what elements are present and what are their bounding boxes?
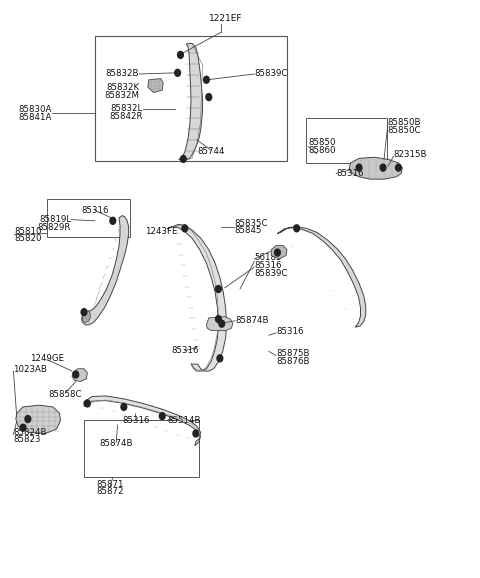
- Text: 1221EF: 1221EF: [209, 14, 242, 23]
- Circle shape: [275, 249, 280, 256]
- Text: 85820: 85820: [14, 234, 42, 243]
- Circle shape: [217, 355, 223, 362]
- Text: 85823: 85823: [13, 435, 41, 444]
- Text: 85316: 85316: [254, 261, 282, 271]
- Polygon shape: [84, 396, 201, 446]
- Text: 85514B: 85514B: [167, 416, 201, 425]
- Polygon shape: [179, 43, 203, 160]
- Text: 85316: 85316: [122, 416, 150, 425]
- Circle shape: [204, 76, 209, 83]
- Circle shape: [356, 164, 362, 171]
- Polygon shape: [349, 157, 402, 179]
- Text: 85316: 85316: [81, 206, 109, 215]
- Text: 85850C: 85850C: [388, 126, 421, 135]
- Circle shape: [396, 164, 401, 171]
- Circle shape: [193, 430, 199, 437]
- Text: 85874B: 85874B: [235, 316, 269, 325]
- Text: 85850B: 85850B: [388, 118, 421, 127]
- Text: 85832M: 85832M: [104, 91, 139, 100]
- Text: 85842R: 85842R: [109, 112, 143, 121]
- Circle shape: [175, 69, 180, 76]
- Text: 85850: 85850: [308, 138, 336, 147]
- Circle shape: [84, 400, 90, 407]
- Text: 85824B: 85824B: [13, 428, 47, 437]
- Circle shape: [216, 316, 221, 323]
- Bar: [306, 118, 387, 163]
- Bar: [47, 199, 130, 237]
- Text: 85316: 85316: [171, 346, 199, 355]
- Text: 85744: 85744: [197, 147, 225, 156]
- Polygon shape: [206, 317, 233, 331]
- Text: 85810: 85810: [14, 227, 42, 236]
- Polygon shape: [83, 311, 90, 323]
- Circle shape: [20, 424, 26, 431]
- Polygon shape: [277, 227, 366, 327]
- Text: 85874B: 85874B: [99, 439, 133, 449]
- Text: 56183: 56183: [254, 253, 282, 262]
- Circle shape: [73, 371, 79, 378]
- Text: 85872: 85872: [96, 487, 124, 497]
- Text: 85829R: 85829R: [37, 223, 71, 232]
- Text: 85841A: 85841A: [18, 113, 52, 122]
- Text: 85876B: 85876B: [276, 357, 310, 366]
- Text: 85316: 85316: [276, 327, 303, 336]
- Text: 85830A: 85830A: [18, 105, 52, 114]
- Bar: [84, 420, 199, 477]
- Text: 85316: 85316: [336, 169, 363, 178]
- Circle shape: [216, 286, 221, 292]
- Text: 85858C: 85858C: [48, 390, 82, 399]
- Circle shape: [294, 225, 300, 232]
- Text: 1243FE: 1243FE: [144, 227, 177, 236]
- Circle shape: [206, 94, 212, 101]
- Text: 1249GE: 1249GE: [30, 354, 64, 363]
- Text: 85839C: 85839C: [254, 269, 288, 278]
- Polygon shape: [167, 224, 227, 371]
- Text: 85875B: 85875B: [276, 349, 310, 358]
- Text: 82315B: 82315B: [394, 150, 427, 160]
- Circle shape: [380, 164, 386, 171]
- Polygon shape: [72, 369, 87, 381]
- Polygon shape: [271, 246, 287, 259]
- Circle shape: [110, 217, 116, 224]
- Polygon shape: [82, 216, 129, 325]
- Circle shape: [182, 225, 188, 232]
- Text: 85832K: 85832K: [106, 83, 139, 92]
- Text: 1023AB: 1023AB: [13, 365, 48, 375]
- Text: 85819L: 85819L: [39, 215, 71, 224]
- Circle shape: [121, 403, 127, 410]
- Text: 85860: 85860: [308, 146, 336, 155]
- Circle shape: [180, 155, 186, 162]
- Circle shape: [219, 320, 225, 327]
- Circle shape: [81, 309, 87, 316]
- Circle shape: [25, 416, 31, 423]
- Polygon shape: [16, 405, 60, 434]
- Text: 85832L: 85832L: [111, 104, 143, 113]
- Text: 85835C: 85835C: [234, 218, 268, 228]
- Text: 85845: 85845: [234, 226, 262, 235]
- Text: 85871: 85871: [96, 480, 124, 489]
- Circle shape: [178, 51, 183, 58]
- Polygon shape: [148, 79, 163, 92]
- Circle shape: [159, 413, 165, 420]
- Text: 85832B: 85832B: [106, 69, 139, 79]
- Bar: [95, 36, 287, 161]
- Text: 85839C: 85839C: [254, 69, 288, 79]
